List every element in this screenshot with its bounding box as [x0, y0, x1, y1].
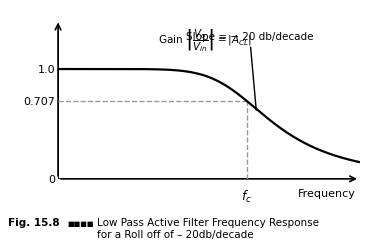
Text: Gain $\left|\dfrac{V_o}{V_{in}}\right| = |A_{CL}|$: Gain $\left|\dfrac{V_o}{V_{in}}\right| =… [158, 27, 252, 54]
Text: Frequency: Frequency [298, 189, 355, 199]
Text: ■■■■: ■■■■ [68, 220, 94, 226]
Text: Low Pass Active Filter Frequency Response
for a Roll off of – 20db/decade: Low Pass Active Filter Frequency Respons… [97, 218, 319, 240]
Text: Fig. 15.8: Fig. 15.8 [8, 218, 59, 228]
Text: $f_c$: $f_c$ [241, 189, 253, 205]
Text: Slope = − 20 db/decade: Slope = − 20 db/decade [186, 32, 313, 110]
